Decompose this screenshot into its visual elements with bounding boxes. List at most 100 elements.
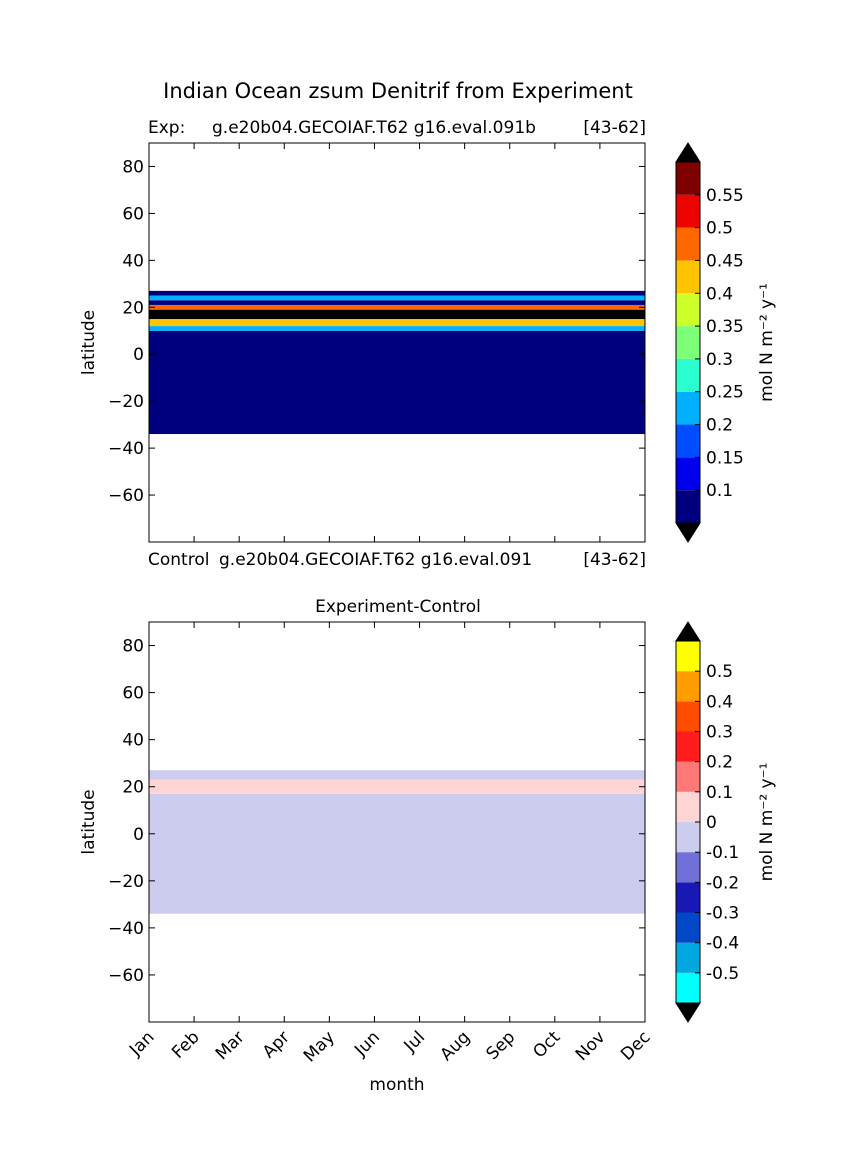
colorbar-tick-label: -0.3 [706, 904, 739, 924]
colorbar-frame [675, 161, 701, 524]
colorbar-segment [676, 424, 700, 458]
x-tick-label: Oct [529, 1027, 564, 1062]
colorbar-segment [676, 162, 700, 195]
y-tick-label: 80 [122, 637, 144, 657]
colorbar-tick-label: 0.55 [706, 186, 744, 206]
chart-title: Indian Ocean zsum Denitrif from Experime… [163, 79, 633, 103]
x-tick-label: Mar [212, 1027, 249, 1064]
y-tick-label: 80 [122, 157, 144, 177]
heatmap-band [149, 295, 645, 301]
colorbar-label: mol N m⁻² y⁻¹ [757, 763, 777, 882]
x-axis-label: month [369, 1075, 424, 1095]
x-tick-label: Jan [125, 1027, 158, 1060]
y-tick-label: 60 [122, 684, 144, 704]
x-tick-label: Dec [617, 1027, 654, 1064]
colorbar-segment [676, 972, 700, 1003]
colorbar-tick-label: 0 [706, 813, 717, 833]
colorbar-tick-label: 0.2 [706, 416, 733, 436]
heatmap-band [149, 309, 645, 320]
colorbar-segment [676, 358, 700, 392]
y-tick-label: 40 [122, 731, 144, 751]
colorbar-tick-label: 0.15 [706, 448, 744, 468]
colorbar-tick-label: 0.45 [706, 251, 744, 271]
x-tick-label: Apr [259, 1027, 294, 1062]
colorbar-tick-label: 0.4 [706, 692, 733, 712]
colorbar-segment [676, 457, 700, 491]
y-tick-label: 0 [133, 825, 144, 845]
colorbar-segment [676, 671, 700, 702]
top-colorbar: 0.1 0.15 0.2 0.25 0.3 0.35 0.4 0.45 0.5 0.55 mol N… [675, 142, 777, 543]
x-tick-label: Aug [437, 1027, 475, 1065]
colorbar-segment [676, 791, 700, 822]
y-tick-label: −60 [108, 966, 144, 986]
colorbar-tick-label: -0.5 [706, 964, 739, 984]
heatmap-band [149, 330, 645, 435]
y-tick-label: 0 [133, 345, 144, 365]
colorbar-tick-label: 0.5 [706, 219, 733, 239]
bottom-header-left: Control [148, 550, 209, 570]
heatmap-band [149, 319, 645, 327]
colorbar-segment [676, 761, 700, 792]
bottom-header-center: g.e20b04.GECOIAF.T62 g16.eval.091 [219, 550, 532, 570]
x-tick-label: May [300, 1027, 339, 1066]
colorbar-segment [676, 852, 700, 883]
colorbar-label: mol N m⁻² y⁻¹ [757, 283, 777, 402]
top-header-left: Exp: [148, 118, 185, 138]
x-tick-label: Jul [400, 1027, 429, 1056]
top-header-center: g.e20b04.GECOIAF.T62 g16.eval.091b [212, 118, 536, 138]
colorbar-segment [676, 701, 700, 732]
heatmap-band [149, 326, 645, 331]
colorbar-extend-top [675, 142, 701, 163]
colorbar-extend-top [675, 621, 701, 642]
y-tick-label: −20 [108, 872, 144, 892]
top-plot: 80 60 40 20 0 −20 −40 −60 latitude [79, 142, 646, 543]
plot-frame [148, 142, 646, 543]
y-tick-label: −40 [108, 439, 144, 459]
colorbar-segment [676, 391, 700, 425]
heatmap-band [149, 779, 645, 794]
colorbar-segment [676, 326, 700, 359]
heatmap-band [149, 304, 645, 310]
y-tick-label: −40 [108, 919, 144, 939]
colorbar-segment [676, 882, 700, 913]
y-tick-label: 20 [122, 298, 144, 318]
colorbar-segment [676, 260, 700, 294]
y-tick-label: 40 [122, 251, 144, 271]
colorbar-tick-label: -0.1 [706, 843, 739, 863]
colorbar-segment [676, 227, 700, 261]
bottom-plot: 80 60 40 20 0 −20 −40 −60 latitude Jan Feb Mar Apr Ma… [79, 621, 655, 1095]
colorbar-tick-label: 0.5 [706, 662, 733, 682]
heatmap-band [149, 793, 645, 914]
colorbar-segment [676, 822, 700, 853]
y-tick-label: 20 [122, 778, 144, 798]
colorbar-extend-bottom [675, 1002, 701, 1023]
colorbar-segment [676, 194, 700, 228]
colorbar-tick-label: 0.1 [706, 783, 733, 803]
colorbar-tick-label: 0.25 [706, 383, 744, 403]
colorbar-tick-label: 0.35 [706, 317, 744, 337]
top-header-right: [43-62] [583, 118, 646, 138]
colorbar-segment [676, 490, 700, 523]
colorbar-tick-label: -0.2 [706, 873, 739, 893]
y-tick-label: 60 [122, 204, 144, 224]
colorbar-tick-label: 0.4 [706, 284, 733, 304]
bottom-colorbar: -0.5 -0.4 -0.3 -0.2 -0.1 0 0.1 0.2 0.3 0.4 0.5 mol … [675, 621, 777, 1023]
plot-frame [148, 621, 646, 1023]
colorbar-segment [676, 641, 700, 672]
y-axis-label: latitude [79, 310, 99, 375]
x-tick-label: Sep [482, 1027, 519, 1064]
heatmap-band [149, 300, 645, 305]
colorbar-tick-label: -0.4 [706, 934, 739, 954]
x-tick-label: Nov [572, 1027, 610, 1065]
colorbar-tick-label: 0.3 [706, 350, 733, 370]
colorbar-segment [676, 942, 700, 973]
colorbar-tick-label: 0.2 [706, 753, 733, 773]
x-tick-label: Feb [168, 1027, 203, 1062]
heatmap-band [149, 290, 645, 296]
y-tick-label: −60 [108, 486, 144, 506]
colorbar-tick-label: 0.3 [706, 723, 733, 743]
colorbar-segment [676, 912, 700, 943]
colorbar-extend-bottom [675, 522, 701, 543]
bottom-panel-title: Experiment-Control [315, 597, 481, 617]
y-axis-label: latitude [79, 789, 99, 854]
